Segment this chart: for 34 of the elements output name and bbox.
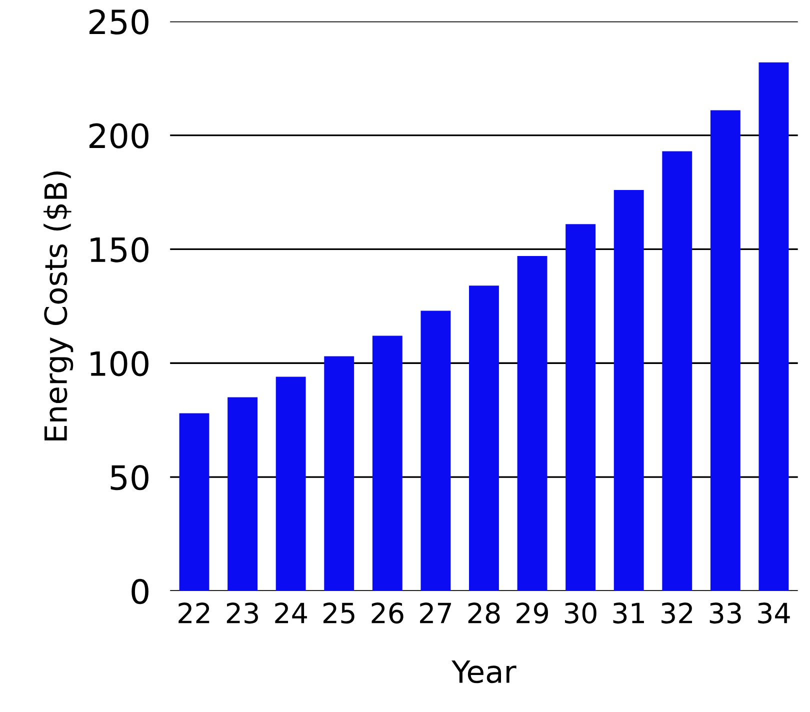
bar [372,336,402,591]
bar [758,62,789,591]
y-tick-label: 250 [89,9,148,34]
bar [662,151,692,591]
bar [276,376,306,591]
x-tick-label: 25 [323,602,354,624]
x-tick-label: 26 [372,602,404,624]
y-tick-label: 100 [90,351,148,376]
x-tick-label: 30 [564,602,596,624]
bar [614,190,644,591]
bar [566,224,596,591]
bar [469,286,499,591]
x-axis-title: Year [452,660,516,684]
x-tick-label: 29 [516,602,548,624]
bar [420,310,451,591]
y-tick-label: 50 [110,464,148,490]
y-axis-title: Energy Costs ($B) [44,172,74,440]
bar [517,256,548,591]
y-tick-label: 150 [90,237,148,262]
y-tick-label: 200 [89,123,148,148]
bar [179,413,210,591]
x-tick-label: 33 [710,602,741,624]
bar [324,356,354,591]
bar [228,397,258,591]
x-tick-label: 34 [758,602,790,624]
x-tick-label: 27 [420,602,451,624]
y-tick-label: 0 [132,578,148,604]
x-tick-label: 28 [468,602,500,624]
x-tick-label: 31 [613,602,644,624]
bar [710,110,740,591]
x-tick-label: 23 [226,602,258,624]
x-tick-label: 22 [178,602,210,624]
x-tick-label: 24 [275,602,307,624]
x-tick-label: 32 [662,602,692,624]
